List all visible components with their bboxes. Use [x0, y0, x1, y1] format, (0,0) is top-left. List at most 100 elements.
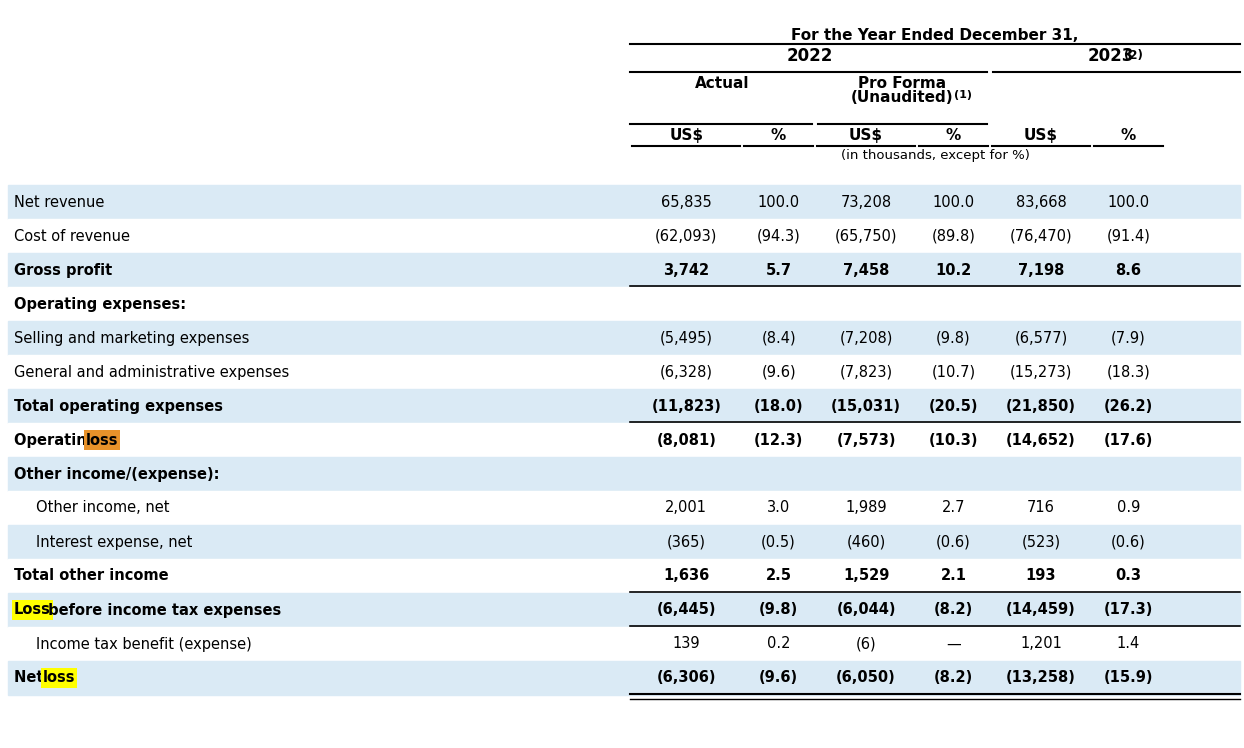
Text: Interest expense, net: Interest expense, net — [36, 535, 193, 550]
Text: General and administrative expenses: General and administrative expenses — [14, 364, 290, 379]
Text: (8.4): (8.4) — [761, 331, 796, 346]
Text: (7,823): (7,823) — [840, 364, 893, 379]
Text: 8.6: 8.6 — [1116, 263, 1142, 278]
Text: (0.5): (0.5) — [761, 535, 796, 550]
Bar — [7, 627, 1240, 661]
Text: %: % — [1121, 128, 1136, 143]
Text: loss: loss — [42, 670, 75, 685]
Text: (6,044): (6,044) — [836, 602, 896, 618]
Text: 65,835: 65,835 — [661, 194, 712, 209]
Text: (6,445): (6,445) — [657, 602, 717, 618]
Text: 10.2: 10.2 — [935, 263, 972, 278]
Text: Operating expenses:: Operating expenses: — [14, 296, 187, 311]
Text: (0.6): (0.6) — [1111, 535, 1146, 550]
Text: US$: US$ — [850, 128, 883, 143]
Text: Other income, net: Other income, net — [36, 500, 169, 515]
Text: (15.9): (15.9) — [1103, 670, 1153, 685]
Text: 1,201: 1,201 — [1020, 637, 1062, 652]
Text: 1,989: 1,989 — [845, 500, 887, 515]
Text: (10.3): (10.3) — [929, 432, 978, 447]
Text: 2.1: 2.1 — [940, 568, 967, 583]
Bar — [7, 423, 1240, 457]
Text: (15,273): (15,273) — [1010, 364, 1072, 379]
Text: (12.3): (12.3) — [754, 432, 804, 447]
Text: (8,081): (8,081) — [657, 432, 717, 447]
Text: loss: loss — [86, 432, 118, 447]
Text: (523): (523) — [1021, 535, 1061, 550]
Text: (0.6): (0.6) — [937, 535, 970, 550]
Text: (21,850): (21,850) — [1006, 399, 1076, 414]
Bar — [7, 661, 1240, 695]
Text: 5.7: 5.7 — [765, 263, 791, 278]
Bar — [7, 593, 1240, 627]
Text: (in thousands, except for %): (in thousands, except for %) — [841, 149, 1030, 162]
Text: 7,198: 7,198 — [1018, 263, 1064, 278]
Text: (460): (460) — [846, 535, 886, 550]
Bar — [7, 355, 1240, 389]
Bar — [7, 287, 1240, 321]
Text: (14,652): (14,652) — [1006, 432, 1076, 447]
Text: 1,636: 1,636 — [663, 568, 709, 583]
Text: 2.5: 2.5 — [765, 568, 791, 583]
Bar — [7, 491, 1240, 525]
Text: 2.7: 2.7 — [942, 500, 965, 515]
Text: (89.8): (89.8) — [932, 228, 975, 244]
Text: (17.6): (17.6) — [1103, 432, 1153, 447]
Text: Actual: Actual — [695, 76, 750, 91]
Text: (Unaudited): (Unaudited) — [851, 90, 954, 105]
Bar — [7, 457, 1240, 491]
Text: 100.0: 100.0 — [758, 194, 800, 209]
Text: 2023: 2023 — [1087, 47, 1135, 65]
Bar — [7, 525, 1240, 559]
Text: (365): (365) — [667, 535, 705, 550]
Text: (15,031): (15,031) — [831, 399, 901, 414]
Text: (2): (2) — [1123, 49, 1142, 62]
Text: (26.2): (26.2) — [1103, 399, 1153, 414]
Bar — [7, 219, 1240, 253]
Text: (9.6): (9.6) — [761, 364, 796, 379]
Text: 139: 139 — [673, 637, 700, 652]
Text: (7,573): (7,573) — [836, 432, 896, 447]
Text: Operating: Operating — [14, 432, 102, 447]
Text: (20.5): (20.5) — [929, 399, 978, 414]
Text: 193: 193 — [1026, 568, 1056, 583]
Text: (76,470): (76,470) — [1010, 228, 1072, 244]
Text: 100.0: 100.0 — [933, 194, 974, 209]
Text: (91.4): (91.4) — [1107, 228, 1151, 244]
Text: 2022: 2022 — [787, 47, 833, 65]
Text: 0.2: 0.2 — [766, 637, 790, 652]
Text: For the Year Ended December 31,: For the Year Ended December 31, — [791, 28, 1079, 43]
Text: before income tax expenses: before income tax expenses — [42, 602, 281, 618]
Bar — [7, 321, 1240, 355]
Text: Net revenue: Net revenue — [14, 194, 104, 209]
Text: Selling and marketing expenses: Selling and marketing expenses — [14, 331, 249, 346]
Text: %: % — [771, 128, 786, 143]
Text: 0.3: 0.3 — [1116, 568, 1142, 583]
Text: —: — — [947, 637, 960, 652]
Text: (13,258): (13,258) — [1006, 670, 1076, 685]
Text: %: % — [945, 128, 962, 143]
Text: 1.4: 1.4 — [1117, 637, 1141, 652]
Text: (5,495): (5,495) — [659, 331, 713, 346]
Text: Total other income: Total other income — [14, 568, 169, 583]
Text: (65,750): (65,750) — [835, 228, 897, 244]
Text: (9.8): (9.8) — [759, 602, 799, 618]
Text: Cost of revenue: Cost of revenue — [14, 228, 131, 244]
Text: Income tax benefit (expense): Income tax benefit (expense) — [36, 637, 251, 652]
Bar — [7, 185, 1240, 219]
Text: (8.2): (8.2) — [934, 670, 973, 685]
Text: (94.3): (94.3) — [756, 228, 800, 244]
Text: 83,668: 83,668 — [1015, 194, 1066, 209]
Text: (6,328): (6,328) — [659, 364, 713, 379]
Text: 3,742: 3,742 — [663, 263, 709, 278]
Text: (11,823): (11,823) — [652, 399, 722, 414]
Text: (7.9): (7.9) — [1111, 331, 1146, 346]
Bar — [7, 10, 1240, 185]
Text: (18.0): (18.0) — [754, 399, 804, 414]
Text: (62,093): (62,093) — [656, 228, 718, 244]
Text: 7,458: 7,458 — [843, 263, 889, 278]
Text: (6,050): (6,050) — [836, 670, 896, 685]
Text: 1,529: 1,529 — [843, 568, 889, 583]
Text: (17.3): (17.3) — [1103, 602, 1153, 618]
Bar — [7, 253, 1240, 287]
